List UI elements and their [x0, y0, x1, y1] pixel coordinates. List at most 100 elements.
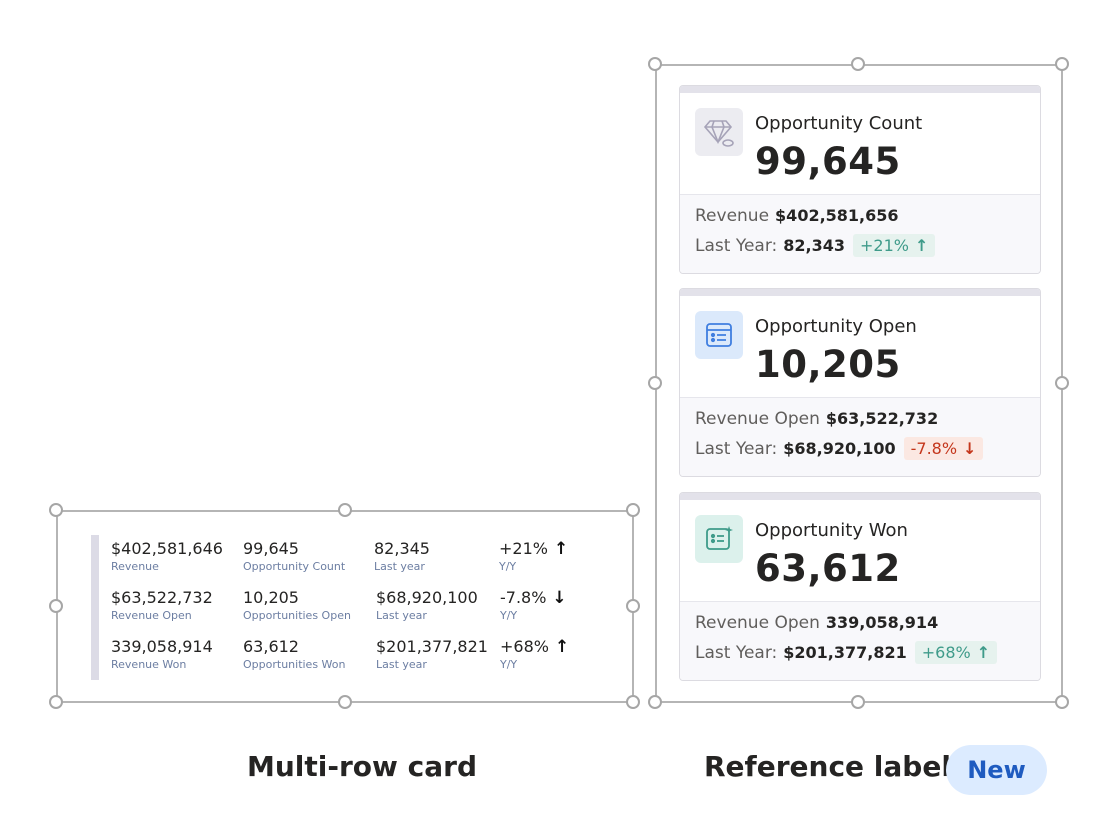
arrow-down-icon: ↓ — [552, 588, 567, 608]
resize-handle-top-left[interactable] — [648, 57, 662, 71]
cell-value: $68,920,100 — [376, 588, 478, 607]
reference-line: Revenue Open 339,058,914 — [695, 613, 938, 633]
cell-value: 63,612 — [243, 637, 299, 656]
reference-label-section: Revenue $402,581,656 Last Year: 82,343 +21%… — [680, 194, 1040, 273]
last-year-value: 82,343 — [783, 236, 845, 255]
resize-handle-top-right[interactable] — [1055, 57, 1069, 71]
reference-labels-caption: Reference labels — [704, 750, 968, 783]
cell-value: 10,205 — [243, 588, 299, 607]
revenue-cell: 339,058,914 Revenue Won — [111, 638, 213, 672]
cell-label: Y/Y — [500, 609, 518, 622]
cell-label: Opportunity Count — [243, 560, 346, 573]
count-cell: 10,205 Opportunities Open — [243, 589, 351, 623]
resize-handle-bottom-right[interactable] — [1055, 695, 1069, 709]
yoy-cell: -7.8% ↓ Y/Y — [500, 589, 567, 623]
card-row: $402,581,646 Revenue 99,645 Opportunity … — [111, 536, 621, 585]
reference-value: 339,058,914 — [825, 613, 939, 632]
revenue-cell: $63,522,732 Revenue Open — [111, 589, 213, 623]
resize-handle-top[interactable] — [851, 57, 865, 71]
resize-handle-top-right[interactable] — [626, 503, 640, 517]
reference-label: Revenue Open — [695, 409, 820, 429]
resize-handle-bottom-left[interactable] — [648, 695, 662, 709]
last-year-line: Last Year: $201,377,821 +68% ↑ — [695, 641, 998, 664]
arrow-up-icon: ↑ — [554, 637, 570, 657]
card-title: Opportunity Open — [755, 316, 917, 337]
card-title: Opportunity Won — [755, 520, 908, 541]
cell-label: Y/Y — [499, 560, 517, 573]
list-window-icon — [695, 311, 743, 359]
cell-label: Last year — [374, 560, 425, 573]
last-year-label: Last Year: — [695, 439, 778, 459]
yoy-cell: +68% ↑ Y/Y — [500, 638, 569, 672]
reference-value: $402,581,656 — [775, 206, 899, 225]
yoy-cell: +21% ↑ Y/Y — [499, 540, 568, 574]
card-row: $63,522,732 Revenue Open 10,205 Opportun… — [111, 585, 621, 634]
cell-label: Revenue Open — [111, 609, 192, 622]
card-top-strip — [680, 493, 1040, 500]
cell-value: 339,058,914 — [111, 637, 213, 656]
cell-label: Opportunities Won — [243, 658, 346, 671]
last-year-label: Last Year: — [695, 236, 778, 256]
cell-value: +68% — [500, 637, 549, 656]
change-value: -7.8% — [910, 439, 958, 458]
cell-value: -7.8% — [500, 588, 547, 607]
arrow-up-icon: ↑ — [976, 643, 991, 662]
diamond-coin-icon — [695, 108, 743, 156]
change-value: +21% — [860, 236, 909, 255]
last-year-label: Last Year: — [695, 643, 778, 663]
resize-handle-top[interactable] — [338, 503, 352, 517]
cell-label: Opportunities Open — [243, 609, 351, 622]
resize-handle-right[interactable] — [626, 599, 640, 613]
reference-label-section: Revenue Open $63,522,732 Last Year: $68,92… — [680, 397, 1040, 476]
cell-label: Revenue — [111, 560, 159, 573]
arrow-up-icon: ↑ — [553, 539, 569, 559]
change-badge: +68% ↑ — [914, 641, 998, 664]
count-cell: 99,645 Opportunity Count — [243, 540, 345, 574]
reference-labels-visual[interactable]: Opportunity Count 99,645 Revenue $402,581… — [655, 64, 1063, 703]
resize-handle-left[interactable] — [49, 599, 63, 613]
resize-handle-bottom[interactable] — [851, 695, 865, 709]
reference-line: Revenue $402,581,656 — [695, 206, 899, 226]
reference-card-opportunity-open[interactable]: Opportunity Open 10,205 Revenue Open $63,… — [679, 288, 1041, 477]
card-top-strip — [680, 86, 1040, 93]
resize-handle-top-left[interactable] — [49, 503, 63, 517]
last-year-cell: 82,345 Last year — [374, 540, 430, 574]
accent-bar — [91, 535, 99, 680]
resize-handle-bottom-left[interactable] — [49, 695, 63, 709]
last-year-line: Last Year: $68,920,100 -7.8% ↓ — [695, 437, 984, 460]
multi-row-card-caption: Multi-row card — [247, 750, 478, 783]
count-cell: 63,612 Opportunities Won — [243, 638, 346, 672]
card-value: 63,612 — [755, 547, 901, 590]
cell-label: Last year — [376, 658, 427, 671]
cell-label: Y/Y — [500, 658, 518, 671]
reference-card-opportunity-count[interactable]: Opportunity Count 99,645 Revenue $402,581… — [679, 85, 1041, 274]
last-year-cell: $68,920,100 Last year — [376, 589, 478, 623]
cell-label: Last year — [376, 609, 427, 622]
arrow-down-icon: ↓ — [963, 439, 977, 458]
change-badge: +21% ↑ — [853, 234, 936, 257]
resize-handle-right[interactable] — [1055, 376, 1069, 390]
reference-card-opportunity-won[interactable]: Opportunity Won 63,612 Revenue Open 339,0… — [679, 492, 1041, 681]
card-value: 10,205 — [755, 343, 901, 386]
card-title: Opportunity Count — [755, 113, 923, 134]
reference-label: Revenue Open — [695, 613, 820, 633]
resize-handle-bottom[interactable] — [338, 695, 352, 709]
new-badge: New — [946, 745, 1047, 795]
card-row: 339,058,914 Revenue Won 63,612 Opportuni… — [111, 634, 621, 683]
arrow-up-icon: ↑ — [914, 236, 929, 255]
cell-value: $201,377,821 — [376, 637, 488, 656]
last-year-value: $68,920,100 — [783, 439, 896, 458]
card-top-strip — [680, 289, 1040, 296]
resize-handle-left[interactable] — [648, 376, 662, 390]
last-year-value: $201,377,821 — [783, 643, 907, 662]
resize-handle-bottom-right[interactable] — [626, 695, 640, 709]
cell-value: 99,645 — [243, 539, 299, 558]
list-sparkle-icon — [695, 515, 743, 563]
change-badge: -7.8% ↓ — [903, 437, 984, 460]
cell-value: $402,581,646 — [111, 539, 223, 558]
reference-label-section: Revenue Open 339,058,914 Last Year: $201,3… — [680, 601, 1040, 680]
reference-line: Revenue Open $63,522,732 — [695, 409, 938, 429]
multi-row-grid: $402,581,646 Revenue 99,645 Opportunity … — [111, 536, 621, 683]
last-year-line: Last Year: 82,343 +21% ↑ — [695, 234, 936, 257]
multi-row-card-visual[interactable]: $402,581,646 Revenue 99,645 Opportunity … — [56, 510, 634, 703]
